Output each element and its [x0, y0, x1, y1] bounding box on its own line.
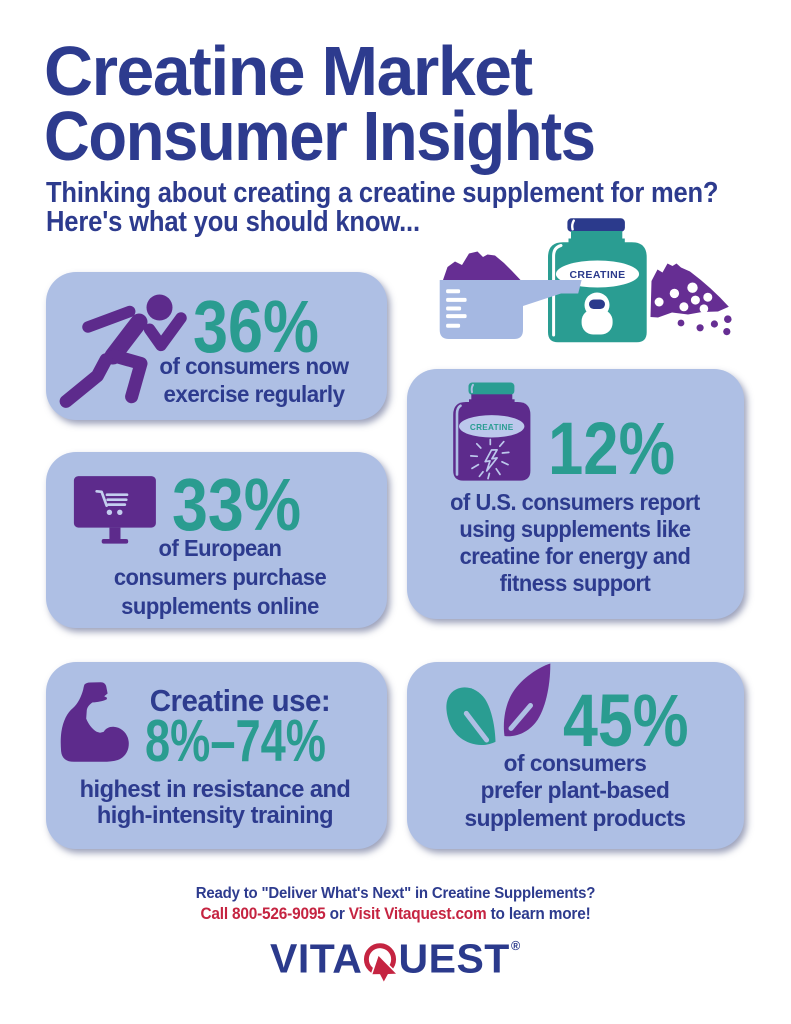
svg-text:®: ® — [511, 939, 521, 953]
svg-text:CREATINE: CREATINE — [470, 423, 514, 432]
svg-text:UEST: UEST — [399, 935, 510, 981]
svg-text:CREATINE: CREATINE — [569, 269, 625, 281]
svg-text:VITA: VITA — [270, 935, 362, 981]
